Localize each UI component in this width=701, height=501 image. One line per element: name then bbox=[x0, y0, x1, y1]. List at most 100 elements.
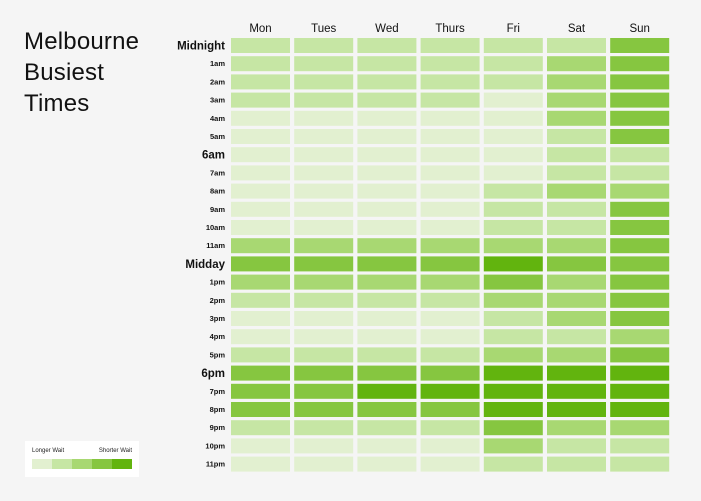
heatmap-cell bbox=[420, 56, 480, 72]
heatmap-cell bbox=[483, 383, 543, 399]
heatmap-cell bbox=[483, 92, 543, 108]
heatmap-cell bbox=[231, 402, 290, 417]
legend-swatch bbox=[32, 459, 52, 469]
heatmap-cell bbox=[357, 92, 417, 108]
row-label: 8pm bbox=[210, 405, 226, 414]
heatmap-cell bbox=[547, 38, 606, 53]
heatmap-cell bbox=[294, 347, 354, 363]
heatmap-cell bbox=[483, 292, 543, 308]
heatmap-cell bbox=[294, 329, 354, 345]
heatmap-cell bbox=[231, 92, 290, 108]
heatmap-cell bbox=[294, 56, 354, 72]
column-header: Thurs bbox=[435, 23, 465, 35]
heatmap-cell bbox=[231, 329, 290, 345]
heatmap-cell bbox=[610, 201, 670, 217]
heatmap-cell bbox=[610, 438, 670, 454]
row-label: 5pm bbox=[210, 350, 226, 359]
heatmap-cell bbox=[294, 238, 354, 254]
heatmap-cell bbox=[294, 165, 354, 181]
heatmap-cell bbox=[294, 292, 354, 308]
heatmap-cell bbox=[231, 147, 290, 163]
heatmap-cell bbox=[420, 347, 480, 363]
heatmap-cell bbox=[610, 420, 670, 436]
heatmap-cell bbox=[357, 56, 417, 72]
heatmap-cell bbox=[483, 347, 543, 363]
row-label: 3am bbox=[210, 96, 225, 105]
heatmap-cell bbox=[420, 383, 480, 399]
heatmap-cell bbox=[420, 201, 480, 217]
heatmap-cell bbox=[547, 256, 606, 272]
heatmap-cell bbox=[547, 56, 606, 72]
heatmap-cell bbox=[231, 183, 290, 199]
heatmap-cell bbox=[420, 256, 480, 272]
heatmap-cell bbox=[547, 347, 606, 363]
heatmap-cell bbox=[610, 347, 670, 363]
heatmap-cell bbox=[610, 92, 670, 108]
heatmap-cell bbox=[420, 147, 480, 163]
heatmap-cell bbox=[547, 92, 606, 108]
heatmap-cell bbox=[357, 329, 417, 345]
heatmap-cell bbox=[547, 201, 606, 217]
legend-swatch bbox=[92, 459, 112, 469]
heatmap-cell bbox=[294, 92, 354, 108]
heatmap-cell bbox=[483, 420, 543, 436]
heatmap-cell bbox=[483, 256, 543, 272]
heatmap-cell bbox=[610, 110, 670, 126]
heatmap-cell bbox=[420, 92, 480, 108]
heatmap-cell bbox=[294, 129, 354, 144]
heatmap-cell bbox=[294, 383, 354, 399]
heatmap-cell bbox=[420, 311, 480, 326]
row-label: 10am bbox=[206, 223, 226, 232]
heatmap-cell bbox=[610, 238, 670, 254]
row-label: 1pm bbox=[210, 278, 226, 287]
legend-right-label: Shorter Wait bbox=[98, 448, 132, 454]
heatmap-cell bbox=[294, 147, 354, 163]
heatmap-cell bbox=[483, 56, 543, 72]
heatmap-cell bbox=[231, 129, 290, 144]
heatmap-cell bbox=[483, 38, 543, 53]
heatmap-cell bbox=[231, 56, 290, 72]
heatmap-cell bbox=[231, 256, 290, 272]
heatmap-cell bbox=[357, 402, 417, 417]
heatmap-cell bbox=[483, 274, 543, 290]
heatmap-cell bbox=[357, 420, 417, 436]
heatmap-cell bbox=[547, 311, 606, 326]
heatmap-cell bbox=[610, 274, 670, 290]
heatmap-cell bbox=[420, 292, 480, 308]
heatmap-cell bbox=[483, 438, 543, 454]
heatmap-cell bbox=[231, 201, 290, 217]
title-line-2: Busiest bbox=[24, 59, 105, 86]
heatmap-cell bbox=[231, 456, 290, 472]
heatmap-cell bbox=[357, 456, 417, 472]
heatmap-cell bbox=[357, 292, 417, 308]
row-label: 4pm bbox=[210, 332, 226, 341]
heatmap-cell bbox=[420, 456, 480, 472]
row-label: 7pm bbox=[210, 387, 226, 396]
heatmap-cell bbox=[231, 274, 290, 290]
heatmap-cell bbox=[483, 365, 543, 381]
column-header: Wed bbox=[375, 23, 398, 35]
row-label: 4am bbox=[210, 114, 225, 123]
heatmap-cell bbox=[420, 365, 480, 381]
chart-title: Melbourne Busiest Times bbox=[24, 26, 139, 119]
row-label: 6pm bbox=[201, 368, 225, 380]
heatmap-cell bbox=[231, 38, 290, 53]
heatmap-cell bbox=[231, 311, 290, 326]
heatmap-cell bbox=[547, 165, 606, 181]
heatmap-cell bbox=[294, 201, 354, 217]
heatmap-cell bbox=[357, 311, 417, 326]
heatmap-cell bbox=[483, 311, 543, 326]
heatmap-cell bbox=[294, 365, 354, 381]
heatmap-cell bbox=[547, 274, 606, 290]
heatmap-cell bbox=[420, 329, 480, 345]
heatmap-cell bbox=[547, 383, 606, 399]
heatmap-cell bbox=[483, 129, 543, 144]
heatmap-cell bbox=[357, 201, 417, 217]
heatmap-cell bbox=[483, 329, 543, 345]
heatmap-cell bbox=[294, 74, 354, 90]
heatmap-cell bbox=[610, 292, 670, 308]
row-label: 9pm bbox=[210, 423, 226, 432]
heatmap-cell bbox=[610, 220, 670, 235]
heatmap-cell bbox=[547, 420, 606, 436]
